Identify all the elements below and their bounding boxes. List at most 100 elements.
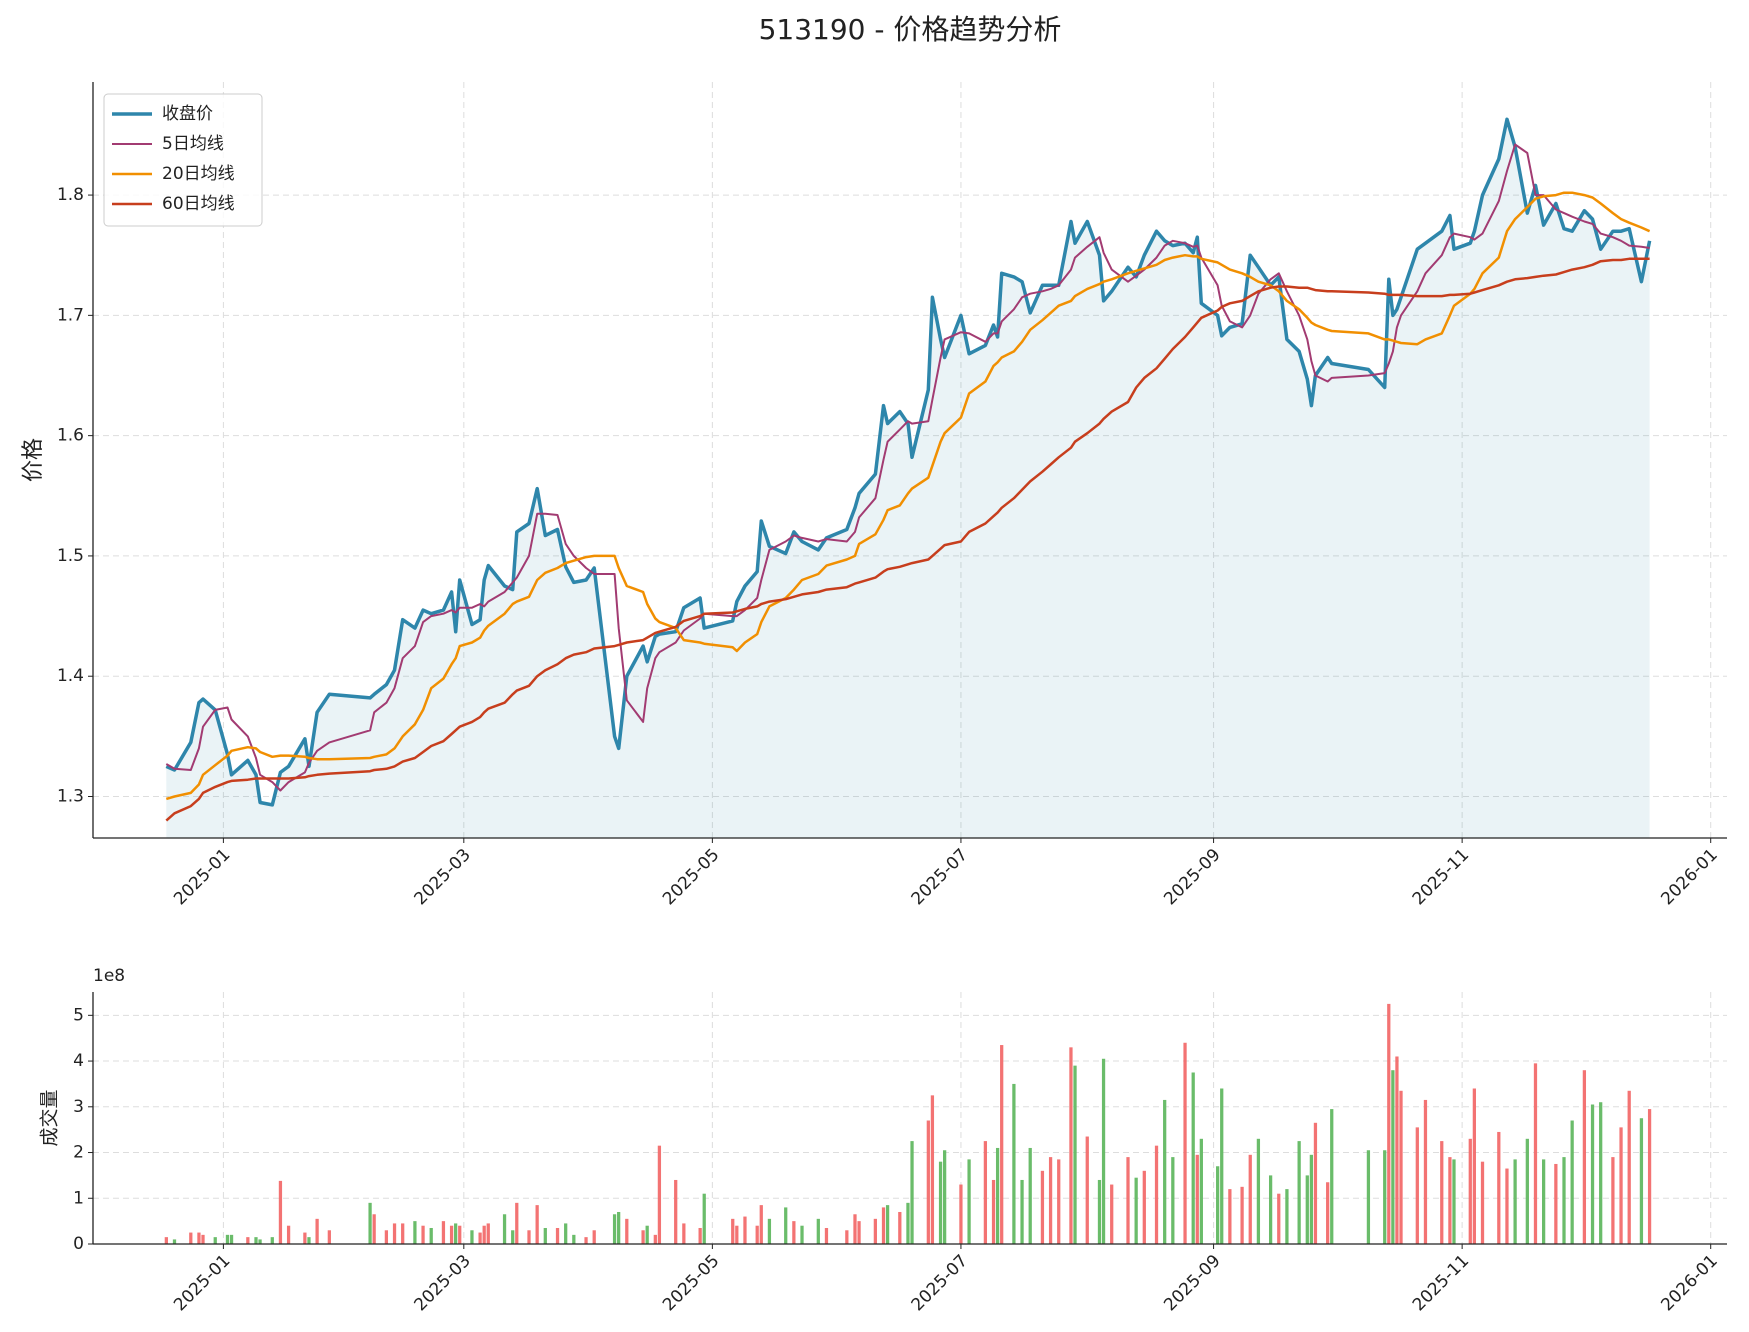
bar	[1154, 1145, 1159, 1244]
bar	[1505, 1168, 1509, 1244]
bar	[1297, 1141, 1301, 1244]
bar	[572, 1234, 576, 1244]
bar	[881, 1207, 886, 1244]
bar	[449, 1225, 454, 1244]
bar	[816, 1218, 820, 1244]
bar	[641, 1230, 645, 1244]
bar	[1195, 1154, 1199, 1244]
x-tick-label: 2025-05	[659, 1251, 723, 1315]
bar	[1191, 1072, 1195, 1244]
x-tick-label: 2025-01	[170, 1251, 234, 1315]
y-tick-label: 0	[73, 1234, 84, 1254]
bar	[1611, 1157, 1615, 1244]
bar	[1570, 1120, 1574, 1244]
bar	[201, 1234, 205, 1244]
bar	[421, 1225, 425, 1244]
bar	[612, 1214, 617, 1244]
y-tick-label: 1.8	[57, 185, 84, 205]
x-tick-label: 2025-07	[908, 1251, 972, 1315]
bar	[1383, 1150, 1387, 1244]
bar	[1126, 1157, 1130, 1244]
bar	[1366, 1150, 1371, 1244]
y-tick-label: 5	[73, 1005, 84, 1025]
bar	[1387, 1003, 1391, 1244]
bar	[555, 1227, 560, 1244]
bar	[1220, 1088, 1224, 1244]
bar	[1216, 1166, 1220, 1244]
bar	[943, 1150, 947, 1244]
bar	[1472, 1088, 1476, 1244]
bar	[307, 1237, 311, 1244]
bar	[515, 1202, 519, 1244]
x-tick-label: 2025-11	[1409, 1251, 1473, 1315]
bar	[1073, 1065, 1077, 1244]
bar	[1395, 1056, 1399, 1244]
bar	[327, 1230, 331, 1244]
bar	[910, 1141, 914, 1244]
bar	[1330, 1109, 1334, 1244]
bar	[368, 1202, 372, 1244]
y-tick-label: 3	[73, 1097, 84, 1117]
bar	[486, 1223, 490, 1244]
bar	[938, 1161, 943, 1244]
bar	[1256, 1138, 1261, 1244]
bar	[458, 1225, 462, 1244]
bar	[759, 1205, 763, 1244]
bar	[164, 1237, 168, 1244]
bar	[1085, 1136, 1089, 1244]
x-tick-label: 2025-09	[1160, 1251, 1224, 1315]
bar	[885, 1205, 890, 1244]
bar	[1134, 1177, 1138, 1244]
x-tick-label: 2025-03	[411, 845, 475, 909]
bar	[857, 1221, 861, 1244]
y-tick-label: 1	[73, 1188, 84, 1208]
bar	[511, 1230, 515, 1244]
bar	[1240, 1186, 1244, 1244]
x-tick-label: 2025-07	[908, 845, 972, 909]
bar	[906, 1202, 910, 1244]
bar	[898, 1211, 902, 1244]
bar	[845, 1230, 849, 1244]
x-tick-label: 2025-09	[1160, 845, 1224, 909]
bar	[983, 1141, 988, 1244]
bar	[926, 1120, 930, 1244]
bar	[1048, 1157, 1053, 1244]
bar	[1040, 1170, 1045, 1244]
bar	[1142, 1170, 1146, 1244]
bar	[1183, 1042, 1187, 1244]
bar	[197, 1232, 201, 1244]
legend-box	[103, 93, 263, 227]
bar	[1020, 1179, 1024, 1244]
bar	[657, 1145, 662, 1244]
y-tick-label: 1.5	[57, 546, 84, 566]
bar	[1582, 1070, 1587, 1244]
bar	[172, 1239, 177, 1244]
line	[165, 191, 1651, 801]
bar	[1468, 1138, 1472, 1244]
bar	[502, 1214, 507, 1244]
bar	[930, 1095, 935, 1244]
bar	[1326, 1182, 1330, 1244]
bar	[625, 1218, 629, 1244]
legend-label: 60日均线	[162, 194, 235, 214]
bar	[959, 1184, 963, 1244]
bar	[653, 1234, 657, 1244]
bar	[792, 1221, 796, 1244]
legend-label: 20日均线	[162, 164, 235, 184]
bar	[1647, 1109, 1652, 1244]
y-tick-label: 4	[73, 1051, 84, 1071]
bar	[1305, 1175, 1309, 1244]
bar	[1619, 1127, 1623, 1244]
bar	[1285, 1189, 1289, 1244]
bar	[535, 1205, 539, 1244]
bar	[1248, 1154, 1252, 1244]
bar	[873, 1218, 877, 1244]
bar	[824, 1227, 829, 1244]
bar	[1268, 1175, 1273, 1244]
bar	[755, 1225, 759, 1244]
bar	[543, 1227, 547, 1244]
y-axis-label: 成交量	[39, 1089, 61, 1146]
bar	[1012, 1083, 1016, 1244]
